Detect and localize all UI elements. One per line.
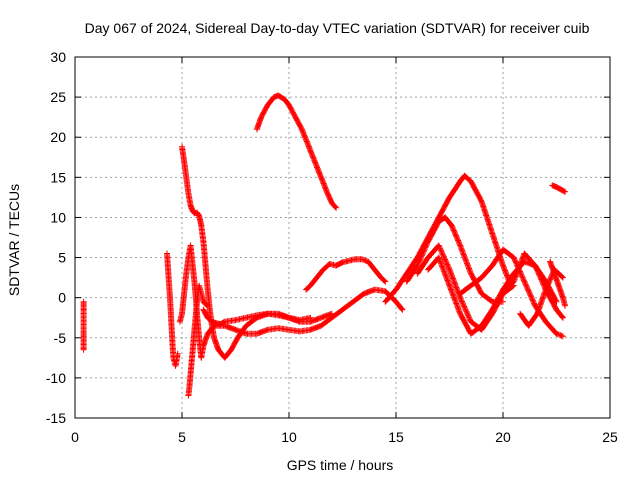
series-markers: [549, 182, 569, 195]
x-tick-label: 25: [602, 429, 618, 445]
series-sat-i: [382, 172, 513, 305]
series-sat-q: [549, 182, 569, 195]
series-sat-f: [200, 306, 314, 328]
y-tick-label: -5: [54, 330, 67, 346]
grid-lines: [75, 57, 610, 418]
series-markers: [185, 282, 211, 399]
series-sat-j: [403, 214, 506, 305]
series-markers: [253, 92, 340, 211]
y-tick-label: 20: [50, 129, 66, 145]
series-sat-b: [164, 250, 181, 369]
series-markers: [403, 214, 506, 305]
y-tick-label: 25: [50, 89, 66, 105]
series-markers: [200, 306, 314, 328]
y-tick-label: 30: [50, 49, 66, 65]
series-sat-n: [500, 250, 566, 321]
series-sat-e: [185, 282, 211, 399]
y-tick-label: 5: [58, 250, 66, 266]
y-tick-label: 0: [58, 290, 66, 306]
y-tick-label: -10: [46, 370, 66, 386]
x-tick-label: 0: [71, 429, 79, 445]
x-tick-label: 5: [178, 429, 186, 445]
plot-frame: [74, 56, 611, 419]
series-sat-g: [253, 92, 340, 211]
y-axis-label: SDTVAR / TECUs: [6, 184, 22, 296]
series-markers: [164, 250, 181, 369]
series-markers: [80, 298, 87, 353]
x-tick-label: 15: [388, 429, 404, 445]
series-sat-h: [303, 256, 389, 293]
y-tick-label: 15: [50, 169, 66, 185]
data-points: [80, 92, 569, 399]
y-tick-label: -15: [46, 410, 66, 426]
series-sat-a: [80, 298, 87, 353]
series-markers: [500, 250, 566, 321]
x-axis-label: GPS time / hours: [287, 457, 394, 473]
chart-title: Day 067 of 2024, Sidereal Day-to-day VTE…: [85, 20, 590, 36]
y-tick-label: 10: [50, 209, 66, 225]
series-markers: [547, 258, 569, 309]
x-tick-label: 10: [281, 429, 297, 445]
plot-border: [74, 56, 611, 419]
series-markers: [382, 172, 513, 305]
series-sat-p: [547, 258, 569, 309]
series-markers: [303, 256, 389, 293]
axis-ticks: 0 5 10 15 20 25 -15 -10 -5 0 5 10 15 20 25 30: [46, 49, 618, 445]
x-tick-label: 20: [495, 429, 511, 445]
